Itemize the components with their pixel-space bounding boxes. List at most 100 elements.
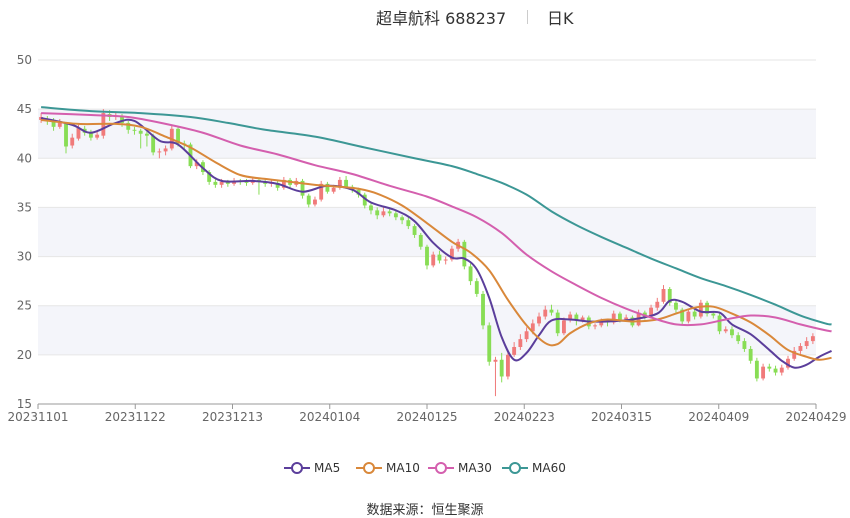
candle-body [618,313,622,320]
candle [655,297,660,311]
candle-body [400,217,405,221]
candle [481,290,485,330]
candle-body [51,119,56,127]
candle [138,128,143,149]
candle [163,145,168,156]
x-tick-label: 20240429 [785,410,846,424]
source-value: 恒生聚源 [431,503,484,518]
candle-body [369,205,373,211]
legend-marker-ma30 [428,462,454,474]
legend-item-ma5[interactable]: MA5 [284,458,340,478]
candle-body [599,321,604,326]
candle-body [481,293,485,326]
candle-body [331,187,336,192]
candle-body [306,195,311,205]
candle-body [313,199,317,205]
line-ma60 [41,106,832,326]
candle [88,129,93,141]
candle [748,346,753,364]
candle-body [474,281,479,294]
candle-body [225,181,230,184]
candle [505,349,510,380]
legend-marker-ma10 [356,462,382,474]
y-tick-label: 25 [17,299,32,313]
legend-label-ma30: MA30 [458,461,492,475]
candle [449,245,454,262]
candle-body [219,181,224,185]
candle-body [561,320,566,334]
candle-body [393,213,398,218]
candle [468,263,473,286]
line-ma30 [41,112,832,333]
legend-item-ma60[interactable]: MA60 [502,458,566,478]
x-tick-label: 20231122 [105,410,166,424]
candle-body [568,314,573,321]
candle-body [761,366,766,379]
candle [705,300,710,317]
candle [431,251,436,268]
chart-header: 超卓航科 688237 日K [0,5,850,29]
candle [555,309,560,337]
candle [437,250,442,264]
candle-body [717,315,722,332]
candle-body [549,309,554,313]
candle [804,337,809,349]
candle-body [680,309,685,322]
moving-average-lines [40,106,832,369]
candle-body [674,302,678,310]
candle-body [449,248,454,260]
candle-body [64,123,68,147]
candle [674,299,678,313]
candle-body [437,254,442,261]
line-ma10 [41,118,832,361]
candle-body [443,259,448,261]
candle [95,130,100,140]
candle [518,334,523,350]
candle [362,192,367,209]
candle-body [537,316,541,324]
candle-body [406,220,411,227]
legend: MA5 MA10 MA30 MA60 [0,458,850,478]
candle [313,196,317,207]
y-tick-label: 40 [17,151,32,165]
candle [686,308,691,324]
candle [730,326,734,339]
candle [443,256,448,265]
legend-label-ma5: MA5 [314,461,341,475]
candle [742,338,747,352]
candle [798,343,803,354]
candle [537,312,541,327]
candle-body [468,266,473,282]
legend-item-ma30[interactable]: MA30 [428,458,492,478]
candle-body [748,348,753,361]
candle-body [723,329,728,332]
candle-body [176,128,180,144]
period-label: 日K [547,9,574,28]
candle [400,215,405,225]
candle [151,133,156,156]
candle [126,120,131,134]
candle-body [95,134,100,138]
candle-body [344,179,349,187]
candle-body [804,341,809,347]
candle [661,285,666,304]
candle-body [530,323,535,332]
legend-label-ma10: MA10 [386,461,420,475]
candle [786,355,790,370]
candle-body [88,132,93,138]
legend-item-ma10[interactable]: MA10 [356,458,420,478]
candle [369,203,373,215]
candle-body [692,311,697,317]
candle-body [70,137,75,146]
candle [524,327,529,343]
background-band [38,305,816,355]
line-ma5 [40,117,832,369]
candle-body [319,183,324,200]
candle [157,148,162,159]
candle [418,232,423,250]
candle-body [126,122,131,130]
candle-body [163,148,168,152]
candle-body [767,366,772,369]
candle [425,244,429,270]
candle [493,356,498,397]
